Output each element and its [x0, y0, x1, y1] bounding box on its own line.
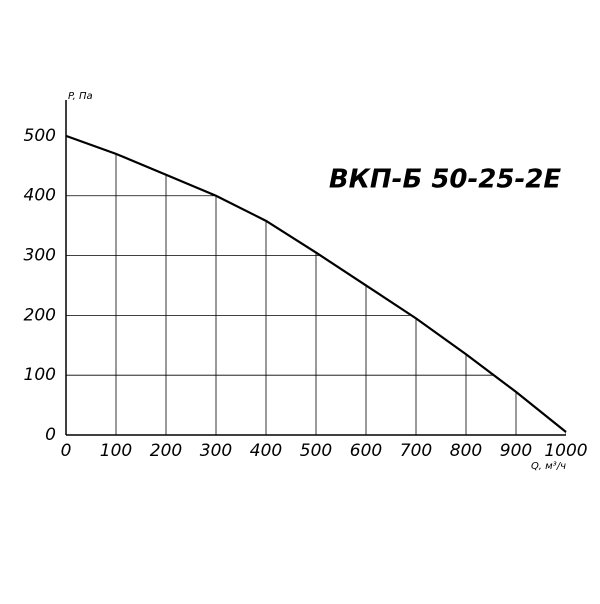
y-tick-label: 100	[24, 365, 56, 385]
x-tick-label: 300	[200, 441, 232, 461]
x-tick-label: 100	[100, 441, 132, 461]
chart-title: ВКП-Б 50-25-2E	[329, 165, 562, 195]
y-tick-label: 300	[24, 246, 56, 266]
curve	[65, 134, 567, 433]
y-tick-label: 0	[45, 425, 56, 445]
y-tick-label: 500	[24, 126, 56, 146]
y-tick-label: 200	[24, 305, 56, 325]
x-tick-label: 400	[250, 441, 282, 461]
x-tick-label: 1000	[544, 441, 587, 461]
y-axis-label: P, Па	[68, 91, 93, 102]
x-axis-label: Q, м³/ч	[531, 461, 566, 472]
x-tick-label: 200	[150, 441, 182, 461]
x-tick-label: 600	[350, 441, 382, 461]
x-tick-label: 900	[500, 441, 532, 461]
y-tick-label: 400	[24, 186, 56, 206]
x-tick-label: 0	[61, 441, 72, 461]
grid	[66, 135, 566, 435]
x-tick-label: 500	[300, 441, 332, 461]
x-tick-label: 800	[450, 441, 482, 461]
x-tick-label: 700	[400, 441, 432, 461]
